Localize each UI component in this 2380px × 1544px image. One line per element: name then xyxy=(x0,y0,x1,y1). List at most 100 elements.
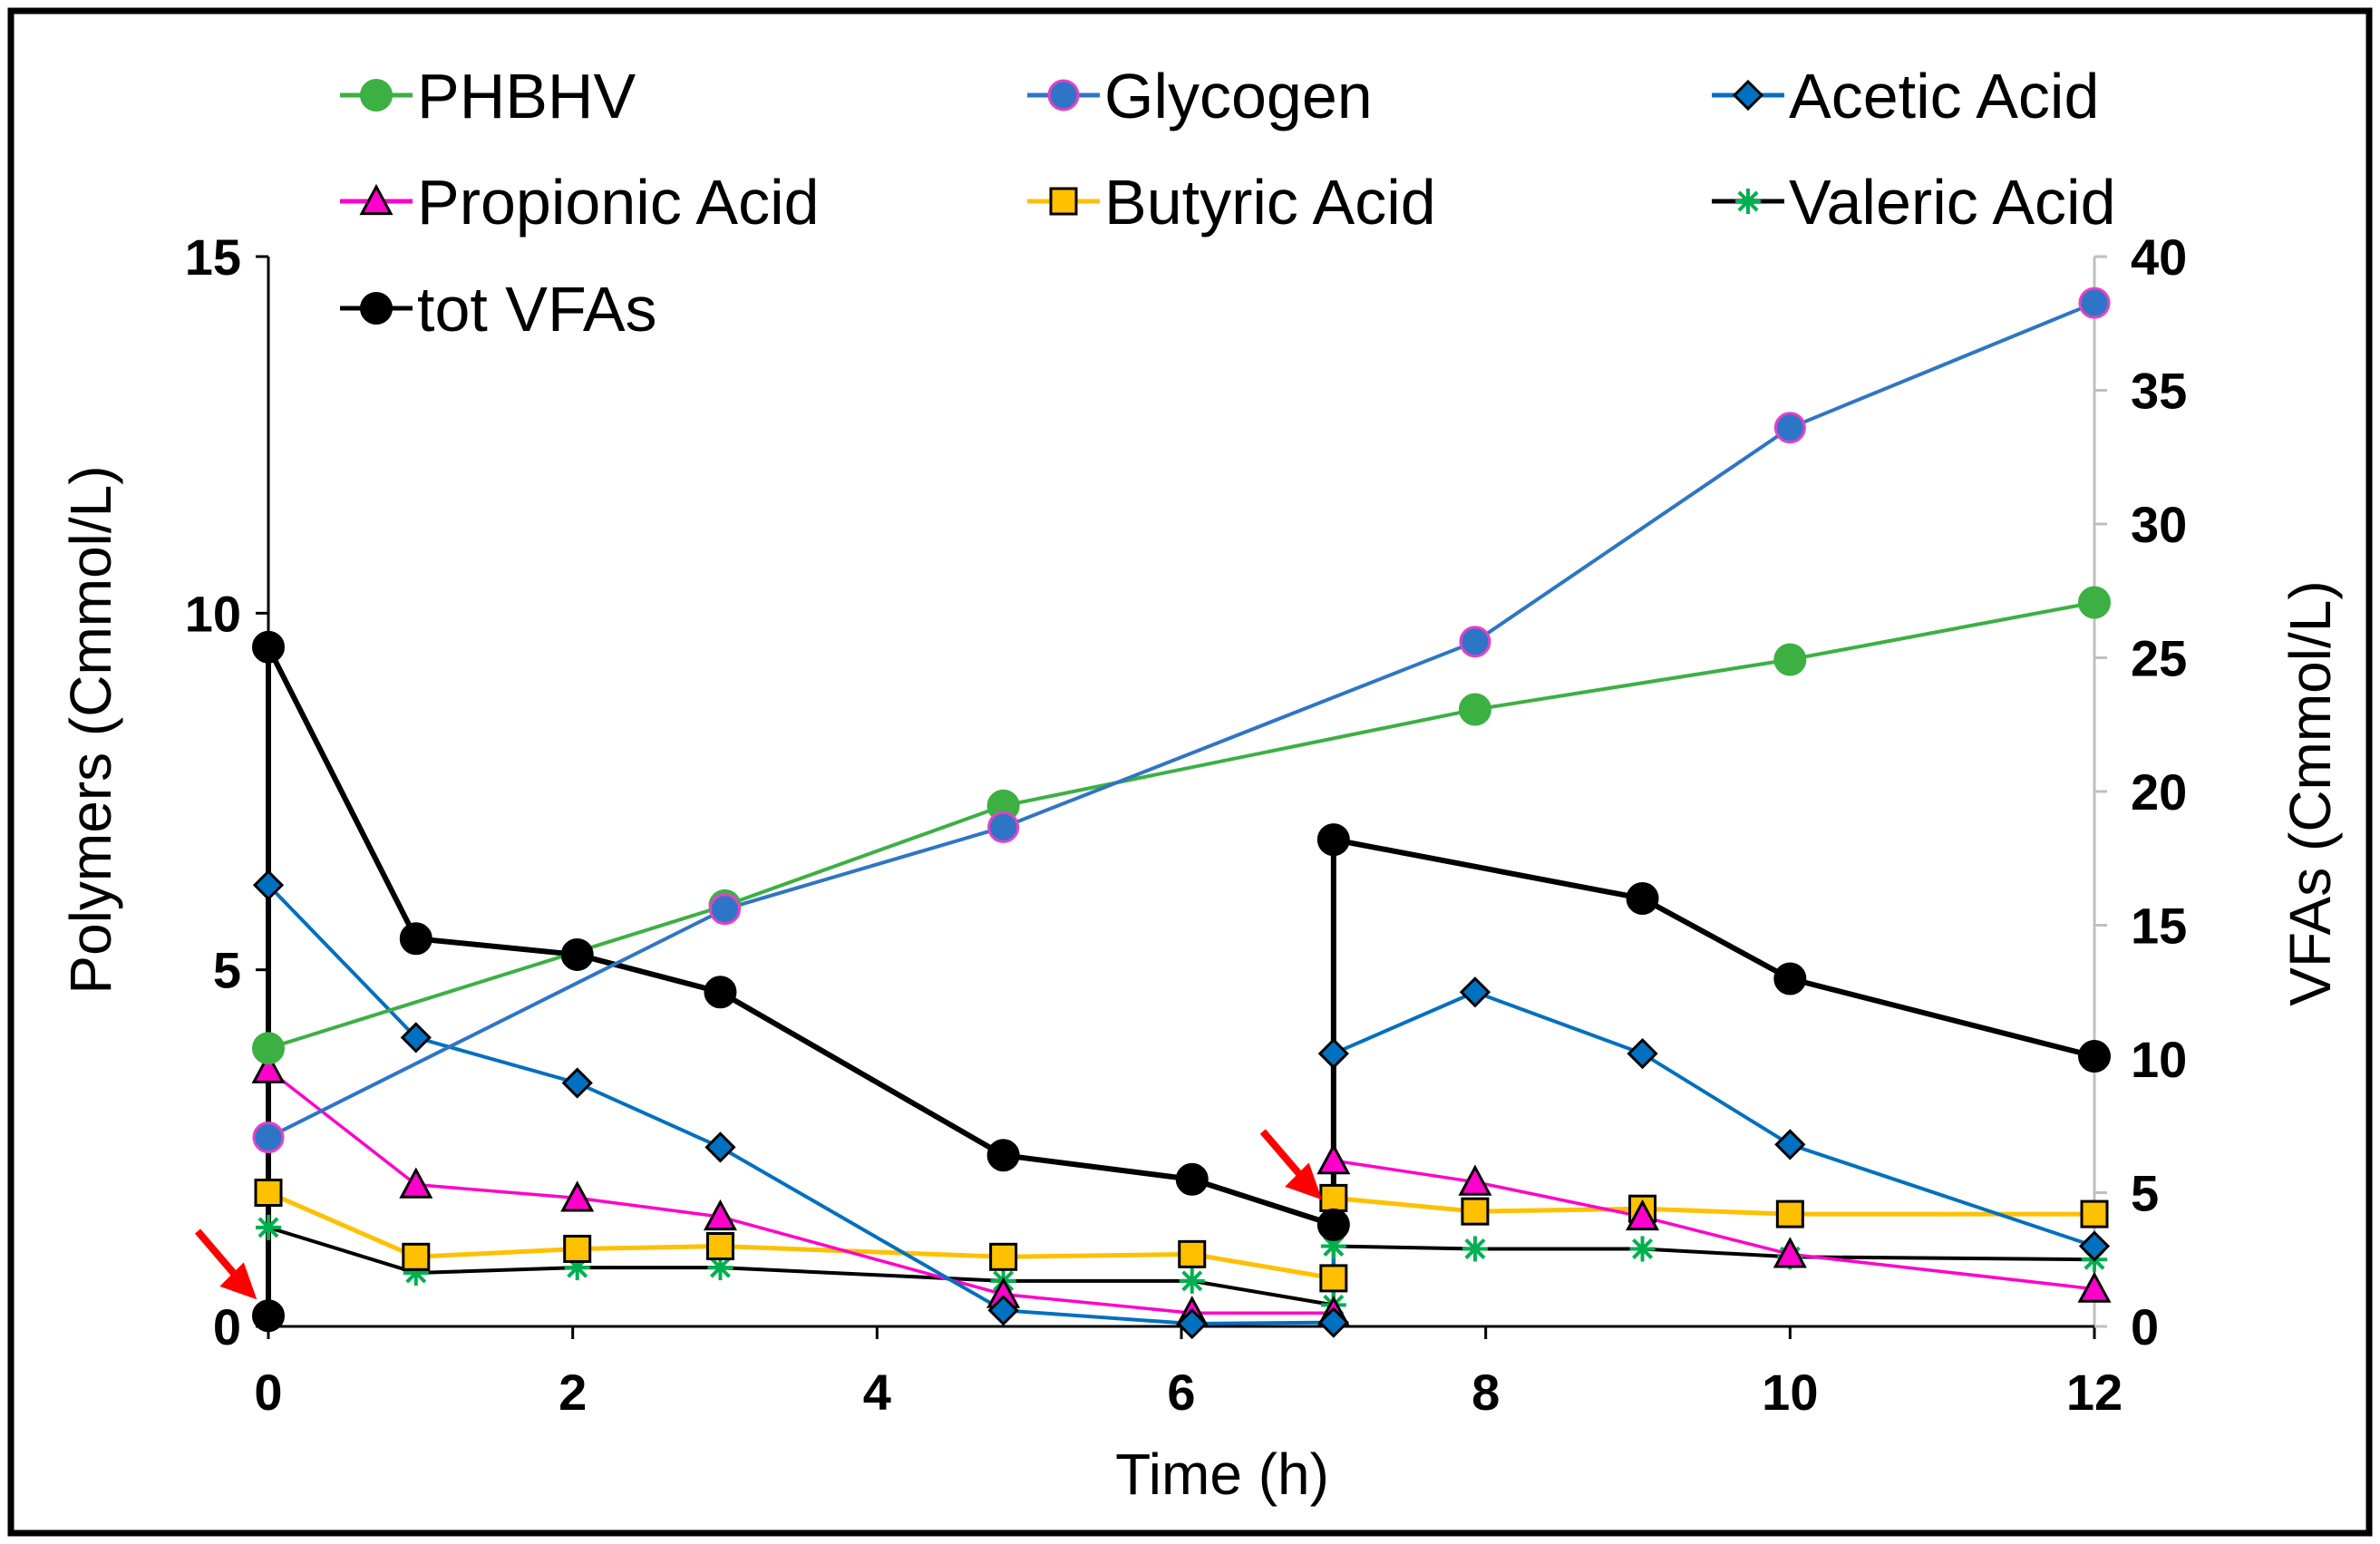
point-valeric-acid-stroke xyxy=(257,1217,279,1238)
legend-item-phbhv: PHBHV xyxy=(340,61,636,131)
series-layer xyxy=(266,301,2095,1326)
legend-marker-phbhv xyxy=(360,79,393,112)
y-left-tick-label: 5 xyxy=(213,942,241,999)
legend-label-propionic-acid: Propionic Acid xyxy=(417,167,820,238)
point-valeric-acid-stroke xyxy=(1323,1236,1345,1257)
y-right-tick-label: 40 xyxy=(2131,228,2187,286)
y-right-axis-title: VFAs (Cmmol/L) xyxy=(2278,580,2343,1005)
point-acetic-acid xyxy=(400,1022,432,1054)
x-tick-label: 6 xyxy=(1167,1364,1195,1421)
point-propionic-acid xyxy=(251,1052,286,1083)
legend-item-valeric-acid: Valeric Acid xyxy=(1712,167,2116,238)
point-acetic-acid xyxy=(1176,1307,1208,1340)
point-valeric-acid xyxy=(1629,1236,1656,1262)
legend-label-tot-vfas: tot VFAs xyxy=(417,274,657,345)
point-butyric-acid xyxy=(989,1242,1018,1271)
legend-item-glycogen: Glycogen xyxy=(1027,61,1373,131)
point-butyric-acid xyxy=(563,1234,592,1263)
y-left-tick-label: 15 xyxy=(185,228,241,286)
legend-item-acetic-acid: Acetic Acid xyxy=(1712,61,2099,131)
point-propionic-acid xyxy=(1773,1237,1807,1268)
point-acetic-acid xyxy=(1774,1129,1806,1160)
legend-marker-valeric-acid xyxy=(1735,189,1761,214)
point-glycogen xyxy=(2078,286,2111,319)
point-valeric-acid xyxy=(1179,1267,1205,1294)
legend-marker-glycogen xyxy=(1047,79,1080,112)
feeding-arrow-head xyxy=(1285,1162,1323,1200)
point-phbhv xyxy=(252,1032,285,1065)
series-line-butyric-acid xyxy=(267,1190,2094,1281)
point-glycogen xyxy=(1773,412,1806,444)
y-left-tick-label: 10 xyxy=(185,585,241,642)
point-propionic-acid xyxy=(399,1167,433,1199)
legend-item-butyric-acid: Butyric Acid xyxy=(1027,167,1436,238)
x-tick-label: 10 xyxy=(1762,1364,1818,1421)
point-acetic-acid xyxy=(2078,1230,2111,1262)
series-line-phbhv xyxy=(267,600,2095,1051)
x-tick-label: 4 xyxy=(863,1364,891,1421)
legend-marker-acetic-acid xyxy=(1732,79,1764,112)
point-butyric-acid xyxy=(254,1179,283,1207)
legend: PHBHV Glycogen Acetic Acid Propionic Acid Bu… xyxy=(340,61,2116,345)
marker-layer xyxy=(251,286,2112,1340)
point-glycogen xyxy=(987,811,1020,843)
arrow-layer xyxy=(194,1129,1323,1300)
point-tot-vfas xyxy=(2078,1040,2111,1073)
point-acetic-acid xyxy=(1317,1306,1349,1338)
point-tot-vfas xyxy=(1626,882,1659,915)
legend-label-butyric-acid: Butyric Acid xyxy=(1104,167,1436,238)
series-line-glycogen xyxy=(267,301,2095,1140)
feeding-arrow xyxy=(1259,1129,1323,1200)
point-tot-vfas xyxy=(252,630,285,664)
legend-label-glycogen: Glycogen xyxy=(1104,61,1373,131)
point-acetic-acid xyxy=(987,1295,1019,1326)
legend-marker-tot-vfas xyxy=(360,292,393,325)
point-butyric-acid xyxy=(402,1242,431,1271)
point-valeric-acid xyxy=(1462,1236,1488,1262)
series-line-propionic-acid xyxy=(267,1068,2095,1315)
point-valeric-acid-stroke xyxy=(709,1257,731,1278)
point-propionic-acid xyxy=(1626,1199,1660,1231)
point-tot-vfas xyxy=(560,937,594,971)
point-propionic-acid xyxy=(1316,1142,1351,1175)
point-acetic-acid xyxy=(252,869,285,901)
y-right-tick-label: 35 xyxy=(2131,363,2187,420)
legend-label-acetic-acid: Acetic Acid xyxy=(1789,61,2099,131)
point-glycogen xyxy=(1459,626,1491,658)
feeding-arrow-head xyxy=(219,1262,257,1300)
point-acetic-acid xyxy=(561,1067,593,1099)
y-right-tick-label: 15 xyxy=(2131,898,2187,955)
point-acetic-acid xyxy=(1459,976,1491,1008)
point-valeric-acid-stroke xyxy=(1181,1270,1203,1292)
point-propionic-acid xyxy=(703,1199,737,1231)
y-left-tick-label: 0 xyxy=(213,1298,241,1355)
point-butyric-acid xyxy=(1775,1199,1804,1228)
point-acetic-acid xyxy=(1317,1037,1349,1070)
legend-item-tot-vfas: tot VFAs xyxy=(340,274,657,345)
y-right-tick-label: 30 xyxy=(2131,496,2187,553)
x-axis-title: Time (h) xyxy=(1115,1442,1329,1507)
y-right-tick-label: 20 xyxy=(2131,763,2187,821)
series-line-valeric-acid xyxy=(267,1225,2095,1307)
legend-label-valeric-acid: Valeric Acid xyxy=(1789,167,2116,238)
y-right-tick-label: 10 xyxy=(2131,1031,2187,1088)
y-right-tick-label: 5 xyxy=(2131,1165,2159,1222)
point-valeric-acid-stroke xyxy=(1464,1238,1486,1259)
point-tot-vfas xyxy=(1316,1208,1350,1241)
point-tot-vfas xyxy=(704,976,737,1009)
point-butyric-acid xyxy=(705,1232,734,1260)
feeding-arrow xyxy=(194,1228,257,1300)
legend-label-phbhv: PHBHV xyxy=(417,61,636,131)
point-butyric-acid xyxy=(1461,1197,1490,1226)
series-line-acetic-acid xyxy=(267,883,2095,1326)
point-acetic-acid xyxy=(704,1131,736,1163)
point-tot-vfas xyxy=(1316,823,1350,857)
point-phbhv xyxy=(1458,693,1491,726)
point-butyric-acid xyxy=(2080,1199,2109,1228)
point-tot-vfas xyxy=(399,922,432,956)
point-tot-vfas xyxy=(1773,962,1807,995)
series-line-tot-vfas xyxy=(266,644,2095,1316)
point-glycogen xyxy=(252,1122,285,1154)
point-valeric-acid-stroke xyxy=(1632,1238,1654,1259)
